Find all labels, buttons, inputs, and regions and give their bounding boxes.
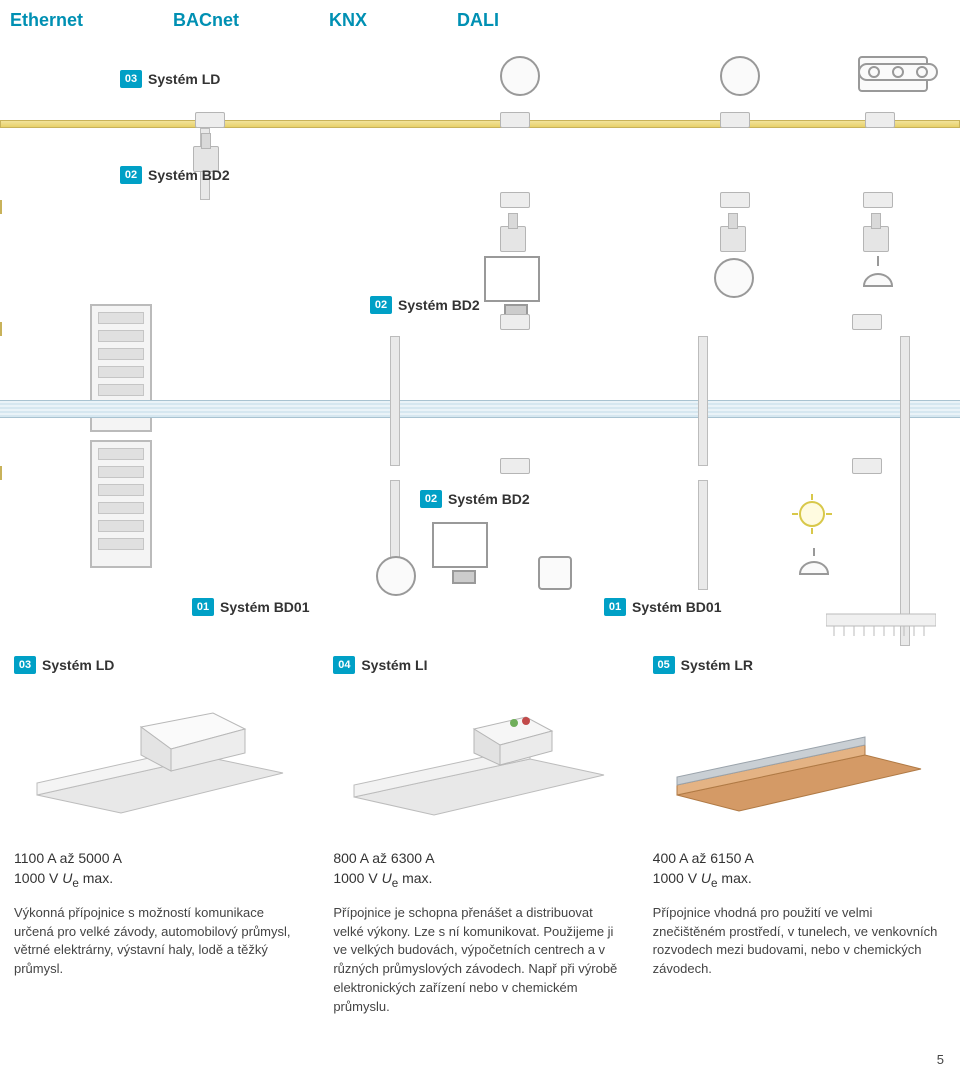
current-rating: 1100 A až 5000 A	[14, 850, 307, 866]
badge-icon: 02	[420, 490, 442, 508]
spotlight-rail-icon	[858, 50, 938, 94]
card-heading: 04 Systém LI	[333, 656, 626, 674]
fan-icon	[714, 258, 754, 298]
label-system-bd2: 02 Systém BD2	[370, 296, 480, 314]
voltage-rating: 1000 V Ue max.	[333, 870, 626, 890]
card-description: Přípojnice je schopna přenášet a distrib…	[333, 904, 626, 1017]
monitor-icon	[432, 522, 488, 568]
motor-icon	[376, 556, 416, 596]
card-description: Přípojnice vhodná pro použití ve velmi z…	[653, 904, 946, 979]
heater-icon	[826, 608, 936, 638]
busbar-bd2-a	[0, 200, 2, 214]
badge-icon: 03	[14, 656, 36, 674]
label-text: Systém BD2	[148, 167, 230, 183]
tap-box	[195, 112, 225, 128]
riser	[390, 336, 400, 466]
tap-box	[500, 458, 530, 474]
label-text: Systém BD01	[220, 599, 310, 615]
floor-divider	[0, 400, 960, 418]
badge-icon: 01	[604, 598, 626, 616]
voltage-rating: 1000 V Ue max.	[653, 870, 946, 890]
label-text: Systém LD	[148, 71, 220, 87]
badge-icon: 02	[370, 296, 392, 314]
label-system-bd2: 02 Systém BD2	[420, 490, 530, 508]
product-illustration	[14, 684, 307, 834]
label-system-bd01: 01 Systém BD01	[604, 598, 722, 616]
tap-box	[500, 314, 530, 330]
protocol-header: Ethernet BACnet KNX DALI	[0, 0, 960, 31]
page-number: 5	[937, 1052, 944, 1067]
tap-unit	[863, 226, 889, 252]
tap-box	[720, 112, 750, 128]
riser	[698, 480, 708, 590]
busbar-lr-icon	[669, 699, 929, 819]
protocol-label: BACnet	[173, 10, 239, 31]
outlet-icon	[538, 556, 572, 590]
product-illustration	[653, 684, 946, 834]
tap-box	[500, 192, 530, 208]
lamp-icon	[500, 56, 540, 96]
lamp-icon	[720, 56, 760, 96]
bulb-icon	[792, 494, 832, 534]
tap-box	[863, 192, 893, 208]
badge-icon: 02	[120, 166, 142, 184]
badge-icon: 03	[120, 70, 142, 88]
tap-unit	[500, 226, 526, 252]
badge-icon: 05	[653, 656, 675, 674]
tap-box	[852, 314, 882, 330]
label-system-bd2: 02 Systém BD2	[120, 166, 230, 184]
card-title: Systém LR	[681, 657, 753, 673]
tap-box	[720, 192, 750, 208]
product-cards: 03 Systém LD 1100 A až 5000 A 1000 V Ue …	[0, 656, 960, 1017]
pendant-lamp-icon	[792, 548, 836, 588]
card-system-li: 04 Systém LI 800 A až 6300 A 1000 V Ue m…	[333, 656, 626, 1017]
card-title: Systém LD	[42, 657, 114, 673]
label-system-bd01: 01 Systém BD01	[192, 598, 310, 616]
badge-icon: 04	[333, 656, 355, 674]
label-text: Systém BD2	[398, 297, 480, 313]
tap-box	[500, 112, 530, 128]
card-title: Systém LI	[361, 657, 427, 673]
busbar-li-icon	[350, 699, 610, 819]
label-system-ld: 03 Systém LD	[120, 70, 220, 88]
tap-unit	[720, 226, 746, 252]
label-text: Systém BD2	[448, 491, 530, 507]
protocol-label: KNX	[329, 10, 367, 31]
riser	[698, 336, 708, 466]
current-rating: 800 A až 6300 A	[333, 850, 626, 866]
monitor-icon	[484, 256, 540, 302]
tap-box	[865, 112, 895, 128]
switchboard-icon	[90, 440, 152, 568]
pendant-lamp-icon	[854, 256, 902, 302]
label-text: Systém BD01	[632, 599, 722, 615]
riser	[900, 336, 910, 646]
current-rating: 400 A až 6150 A	[653, 850, 946, 866]
busbar-ld	[0, 120, 960, 128]
busbar-ld-icon	[31, 699, 291, 819]
protocol-label: Ethernet	[10, 10, 83, 31]
product-illustration	[333, 684, 626, 834]
tap-box	[852, 458, 882, 474]
card-system-ld: 03 Systém LD 1100 A až 5000 A 1000 V Ue …	[14, 656, 307, 1017]
protocol-label: DALI	[457, 10, 499, 31]
busbar-bd2-b	[0, 322, 2, 336]
card-heading: 05 Systém LR	[653, 656, 946, 674]
card-system-lr: 05 Systém LR 400 A až 6150 A 1000 V Ue m…	[653, 656, 946, 1017]
card-heading: 03 Systém LD	[14, 656, 307, 674]
busbar-bd2-c	[0, 466, 2, 480]
badge-icon: 01	[192, 598, 214, 616]
card-description: Výkonná přípojnice s možností komunikace…	[14, 904, 307, 979]
voltage-rating: 1000 V Ue max.	[14, 870, 307, 890]
